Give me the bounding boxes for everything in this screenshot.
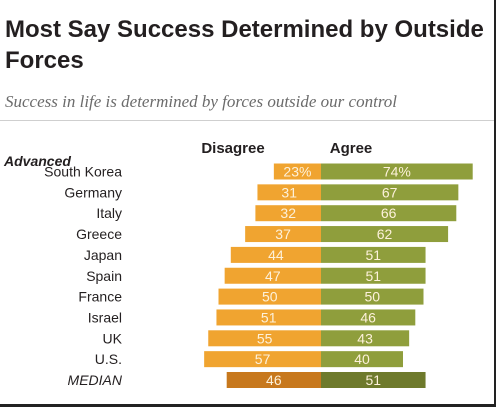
bar-agree-uk (321, 330, 410, 347)
frame-right-edge (494, 0, 496, 407)
legend-agree: Agree (330, 140, 373, 157)
bar-disagree-uk (208, 330, 321, 347)
value-label-disagree-japan: 44 (268, 247, 284, 263)
category-label-greece: Greece (76, 226, 122, 242)
bar-agree-japan (321, 246, 426, 263)
value-label-disagree-israel: 51 (261, 309, 277, 325)
bar-agree-france (321, 288, 424, 305)
category-label-uk: UK (103, 330, 123, 346)
bar-agree-israel (321, 309, 416, 326)
bar-agree-south-korea (321, 163, 473, 180)
value-label-disagree-uk: 55 (257, 330, 273, 346)
value-label-agree-uk: 43 (357, 330, 373, 346)
title-divider (0, 120, 496, 121)
legend-disagree: Disagree (201, 140, 264, 157)
value-label-agree-u-s: 40 (354, 351, 370, 367)
bar-agree-italy (321, 205, 457, 222)
bar-disagree-south-korea (273, 163, 321, 180)
bar-disagree-italy (255, 205, 321, 222)
value-label-agree-japan: 51 (365, 247, 381, 263)
bar-disagree-greece (245, 226, 321, 243)
value-label-disagree-greece: 37 (275, 226, 291, 242)
value-label-disagree-germany: 31 (281, 184, 297, 200)
value-label-agree-median: 51 (365, 372, 381, 388)
bar-agree-u-s (321, 351, 403, 368)
category-label-median: MEDIAN (68, 372, 123, 388)
category-label-japan: Japan (84, 247, 122, 263)
bar-disagree-median (226, 372, 321, 388)
value-label-agree-south-korea: 74% (383, 164, 411, 180)
value-label-disagree-u-s: 57 (255, 351, 271, 367)
value-label-agree-france: 50 (364, 289, 380, 305)
value-label-disagree-italy: 32 (280, 205, 296, 221)
category-label-south-korea: South Korea (44, 164, 122, 180)
category-label-germany: Germany (64, 184, 122, 200)
value-label-disagree-spain: 47 (265, 268, 281, 284)
bar-disagree-spain (224, 267, 321, 284)
category-label-u-s: U.S. (95, 351, 122, 367)
value-label-agree-italy: 66 (381, 205, 397, 221)
bar-agree-greece (321, 226, 449, 243)
frame-bottom-edge (0, 404, 496, 407)
chart-title: Most Say Success Determined by Outside F… (5, 16, 484, 74)
bar-disagree-germany (257, 184, 321, 201)
value-label-disagree-south-korea: 23% (283, 164, 311, 180)
bar-disagree-israel (216, 309, 321, 326)
category-label-israel: Israel (88, 309, 122, 325)
value-label-agree-israel: 46 (360, 309, 376, 325)
value-label-disagree-median: 46 (266, 372, 282, 388)
bar-agree-spain (321, 267, 426, 284)
category-label-spain: Spain (86, 268, 122, 284)
category-label-france: France (78, 289, 122, 305)
value-label-agree-greece: 62 (377, 226, 393, 242)
value-label-agree-germany: 67 (382, 184, 398, 200)
bar-agree-germany (321, 184, 459, 201)
value-label-agree-spain: 51 (365, 268, 381, 284)
bar-disagree-japan (230, 246, 321, 263)
bar-agree-median (321, 372, 426, 388)
group-label-advanced: Advanced (3, 153, 71, 169)
category-label-italy: Italy (96, 205, 122, 221)
bar-disagree-france (218, 288, 321, 305)
chart-subtitle: Success in life is determined by forces … (5, 92, 398, 111)
value-label-disagree-france: 50 (262, 289, 278, 305)
bar-disagree-u-s (204, 351, 321, 368)
